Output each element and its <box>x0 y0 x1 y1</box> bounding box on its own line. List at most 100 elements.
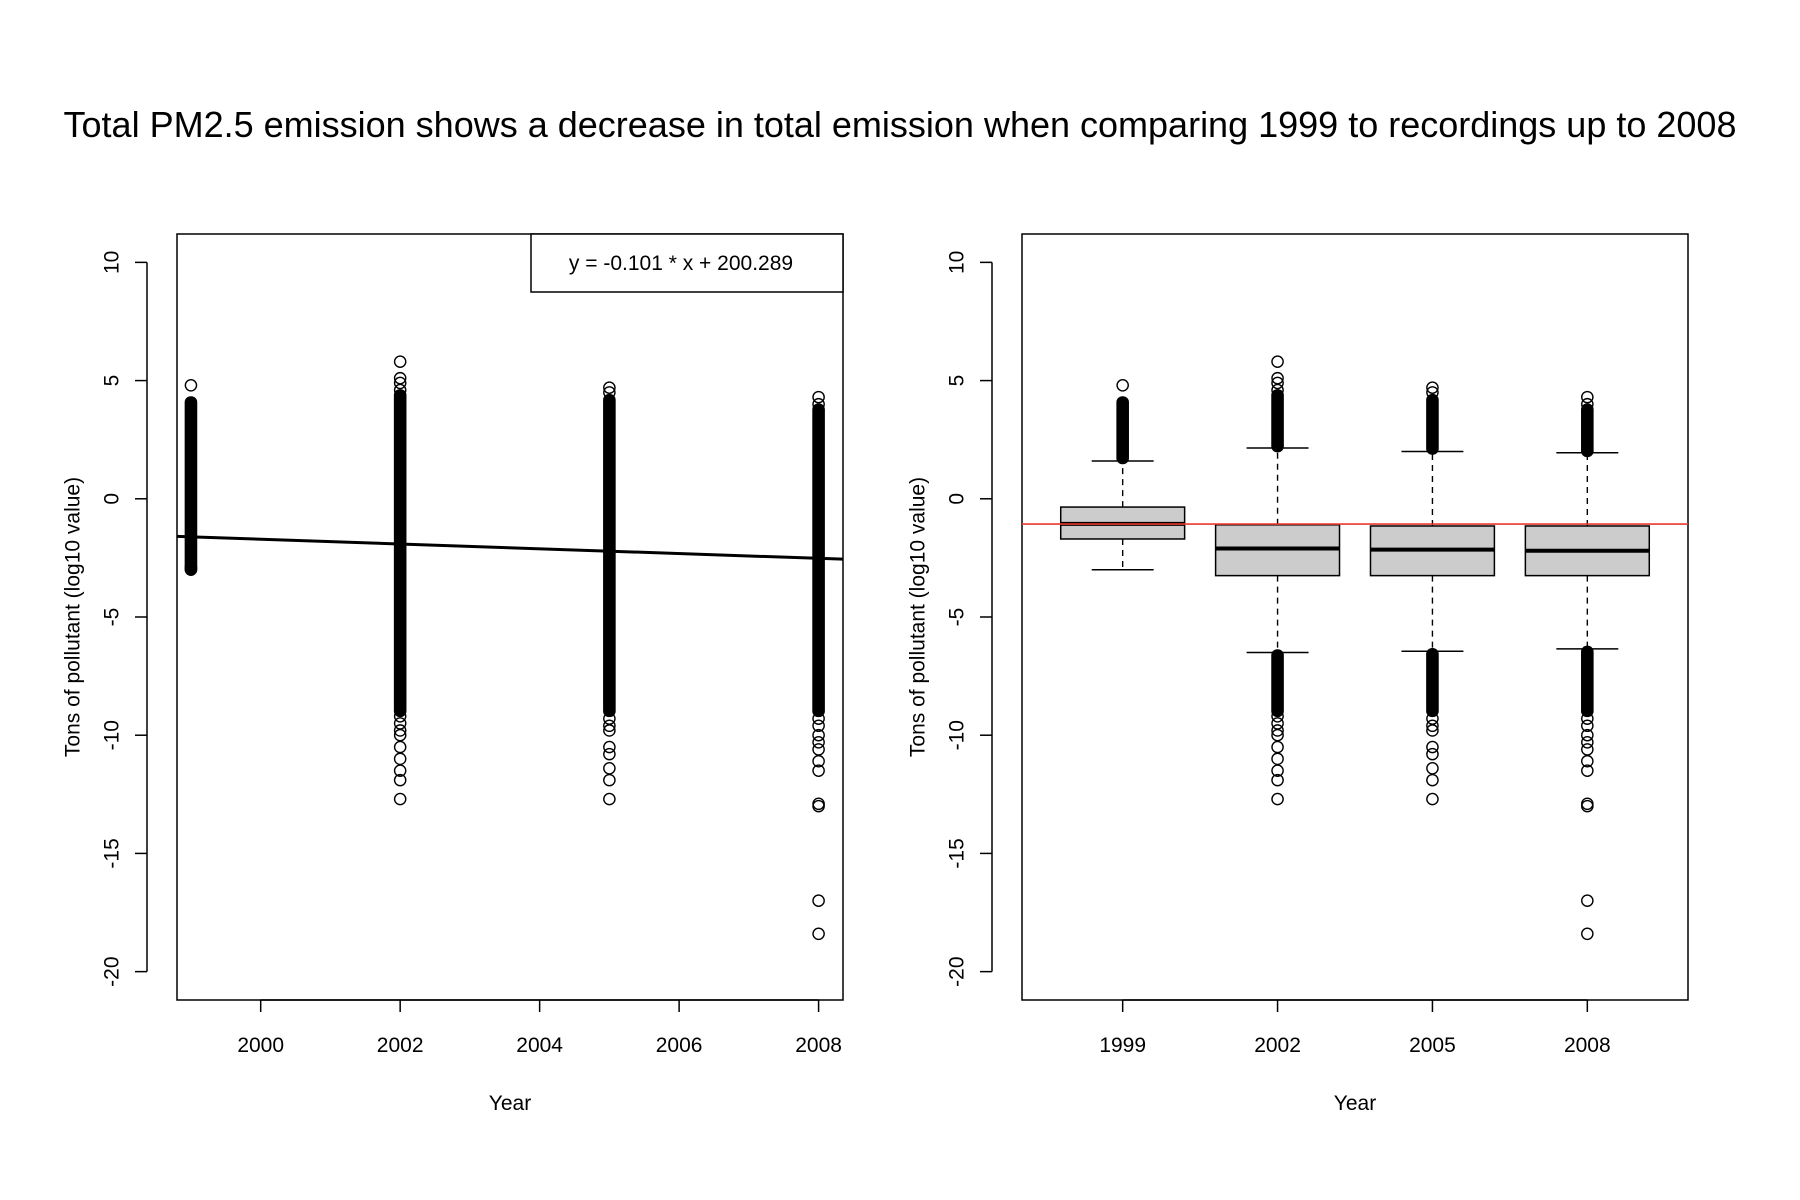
x-tick-label: 2008 <box>795 1034 842 1057</box>
data-point <box>603 740 616 754</box>
y-tick-label: -10 <box>946 720 969 750</box>
data-point <box>1271 752 1284 766</box>
data-point <box>1426 381 1439 394</box>
data-point <box>1271 764 1284 777</box>
data-point <box>1581 894 1594 908</box>
plot-frame <box>176 233 844 1001</box>
y-tick-label: 10 <box>946 251 969 274</box>
data-point <box>1271 376 1284 390</box>
data-point <box>1271 709 1284 723</box>
data-point-cluster <box>1581 403 1594 458</box>
data-point <box>184 379 198 392</box>
data-point <box>1271 724 1284 737</box>
data-point-cluster <box>1581 645 1594 718</box>
data-point <box>393 724 407 737</box>
data-point <box>1271 792 1284 806</box>
data-point-cluster <box>1271 649 1284 718</box>
y-tick-label: -5 <box>946 608 969 627</box>
data-point-cluster <box>1271 389 1284 453</box>
y-tick-label: -5 <box>101 608 124 627</box>
data-point <box>1426 719 1439 733</box>
data-point-cluster <box>393 389 407 718</box>
legend-text: y = -0.101 * x + 200.289 <box>569 252 793 275</box>
y-axis-label: Tons of pollutant (log10 value) <box>62 477 85 757</box>
data-point <box>1581 743 1594 756</box>
data-point-cluster <box>603 393 616 718</box>
plot-frame <box>1021 233 1689 1001</box>
y-tick-label: -15 <box>101 838 124 868</box>
data-point <box>1581 736 1594 749</box>
x-axis-label: Year <box>1334 1092 1376 1115</box>
data-point-cluster <box>184 396 198 576</box>
y-tick-label: 0 <box>101 493 124 505</box>
data-point <box>1426 724 1439 737</box>
data-point <box>393 709 407 723</box>
data-point <box>812 927 825 941</box>
data-point <box>812 390 825 404</box>
y-tick-label: 5 <box>946 375 969 387</box>
data-point <box>1581 390 1594 404</box>
data-point <box>1426 747 1439 761</box>
data-point <box>812 397 825 411</box>
data-point <box>812 799 825 813</box>
data-point <box>393 764 407 777</box>
data-point <box>1581 712 1594 725</box>
data-point-cluster <box>1426 648 1439 718</box>
data-point <box>812 743 825 756</box>
data-point <box>603 381 616 394</box>
data-point <box>393 383 407 397</box>
data-point <box>603 724 616 737</box>
data-point-cluster <box>1116 396 1129 465</box>
data-point <box>1426 762 1439 775</box>
y-tick-label: -15 <box>946 838 969 868</box>
data-point <box>1426 740 1439 754</box>
figure-title: Total PM2.5 emission shows a decrease in… <box>63 104 1737 145</box>
data-point <box>812 712 825 725</box>
data-point <box>812 754 825 768</box>
y-tick-label: -10 <box>101 720 124 750</box>
data-point <box>1116 379 1129 392</box>
x-tick-label: 2000 <box>237 1034 284 1057</box>
data-point <box>184 563 198 577</box>
x-tick-label: 2002 <box>1254 1034 1301 1057</box>
data-point <box>1581 719 1594 733</box>
data-point <box>1581 754 1594 768</box>
x-tick-label: 2008 <box>1564 1034 1611 1057</box>
y-tick-label: 0 <box>946 493 969 505</box>
legend-box <box>530 233 844 293</box>
data-point <box>393 752 407 766</box>
data-point-cluster <box>812 403 825 718</box>
data-point <box>393 376 407 390</box>
regression-line <box>176 534 844 561</box>
data-point <box>603 792 616 806</box>
data-point <box>1426 386 1439 399</box>
data-point <box>393 792 407 806</box>
data-point <box>1581 728 1594 742</box>
x-tick-label: 2004 <box>516 1034 563 1057</box>
x-tick-label: 2006 <box>656 1034 703 1057</box>
data-point <box>1581 799 1594 813</box>
data-point <box>603 773 616 787</box>
data-point <box>1426 773 1439 787</box>
data-point <box>393 773 407 787</box>
data-point <box>1271 383 1284 397</box>
data-point <box>1581 927 1594 941</box>
data-point <box>812 764 825 777</box>
data-point <box>1426 792 1439 806</box>
data-point <box>393 740 407 754</box>
scatter-plot: -20 -15 -10 -5 0 5 10 Tons of pollutant (log10 … <box>62 233 844 1115</box>
data-point <box>603 386 616 399</box>
data-point <box>1581 764 1594 777</box>
box-plot: -20 -15 -10 -5 0 5 10 Tons of pollutant (log10 … <box>907 233 1689 1115</box>
data-point <box>603 747 616 761</box>
data-point <box>812 728 825 742</box>
data-point <box>603 762 616 775</box>
data-point <box>1581 397 1594 411</box>
y-tick-label: 5 <box>101 375 124 387</box>
data-point <box>603 719 616 733</box>
x-tick-label: 2005 <box>1409 1034 1456 1057</box>
data-point <box>1271 355 1284 368</box>
data-point <box>1271 740 1284 754</box>
x-tick-label: 2002 <box>377 1034 424 1057</box>
data-point <box>812 736 825 749</box>
